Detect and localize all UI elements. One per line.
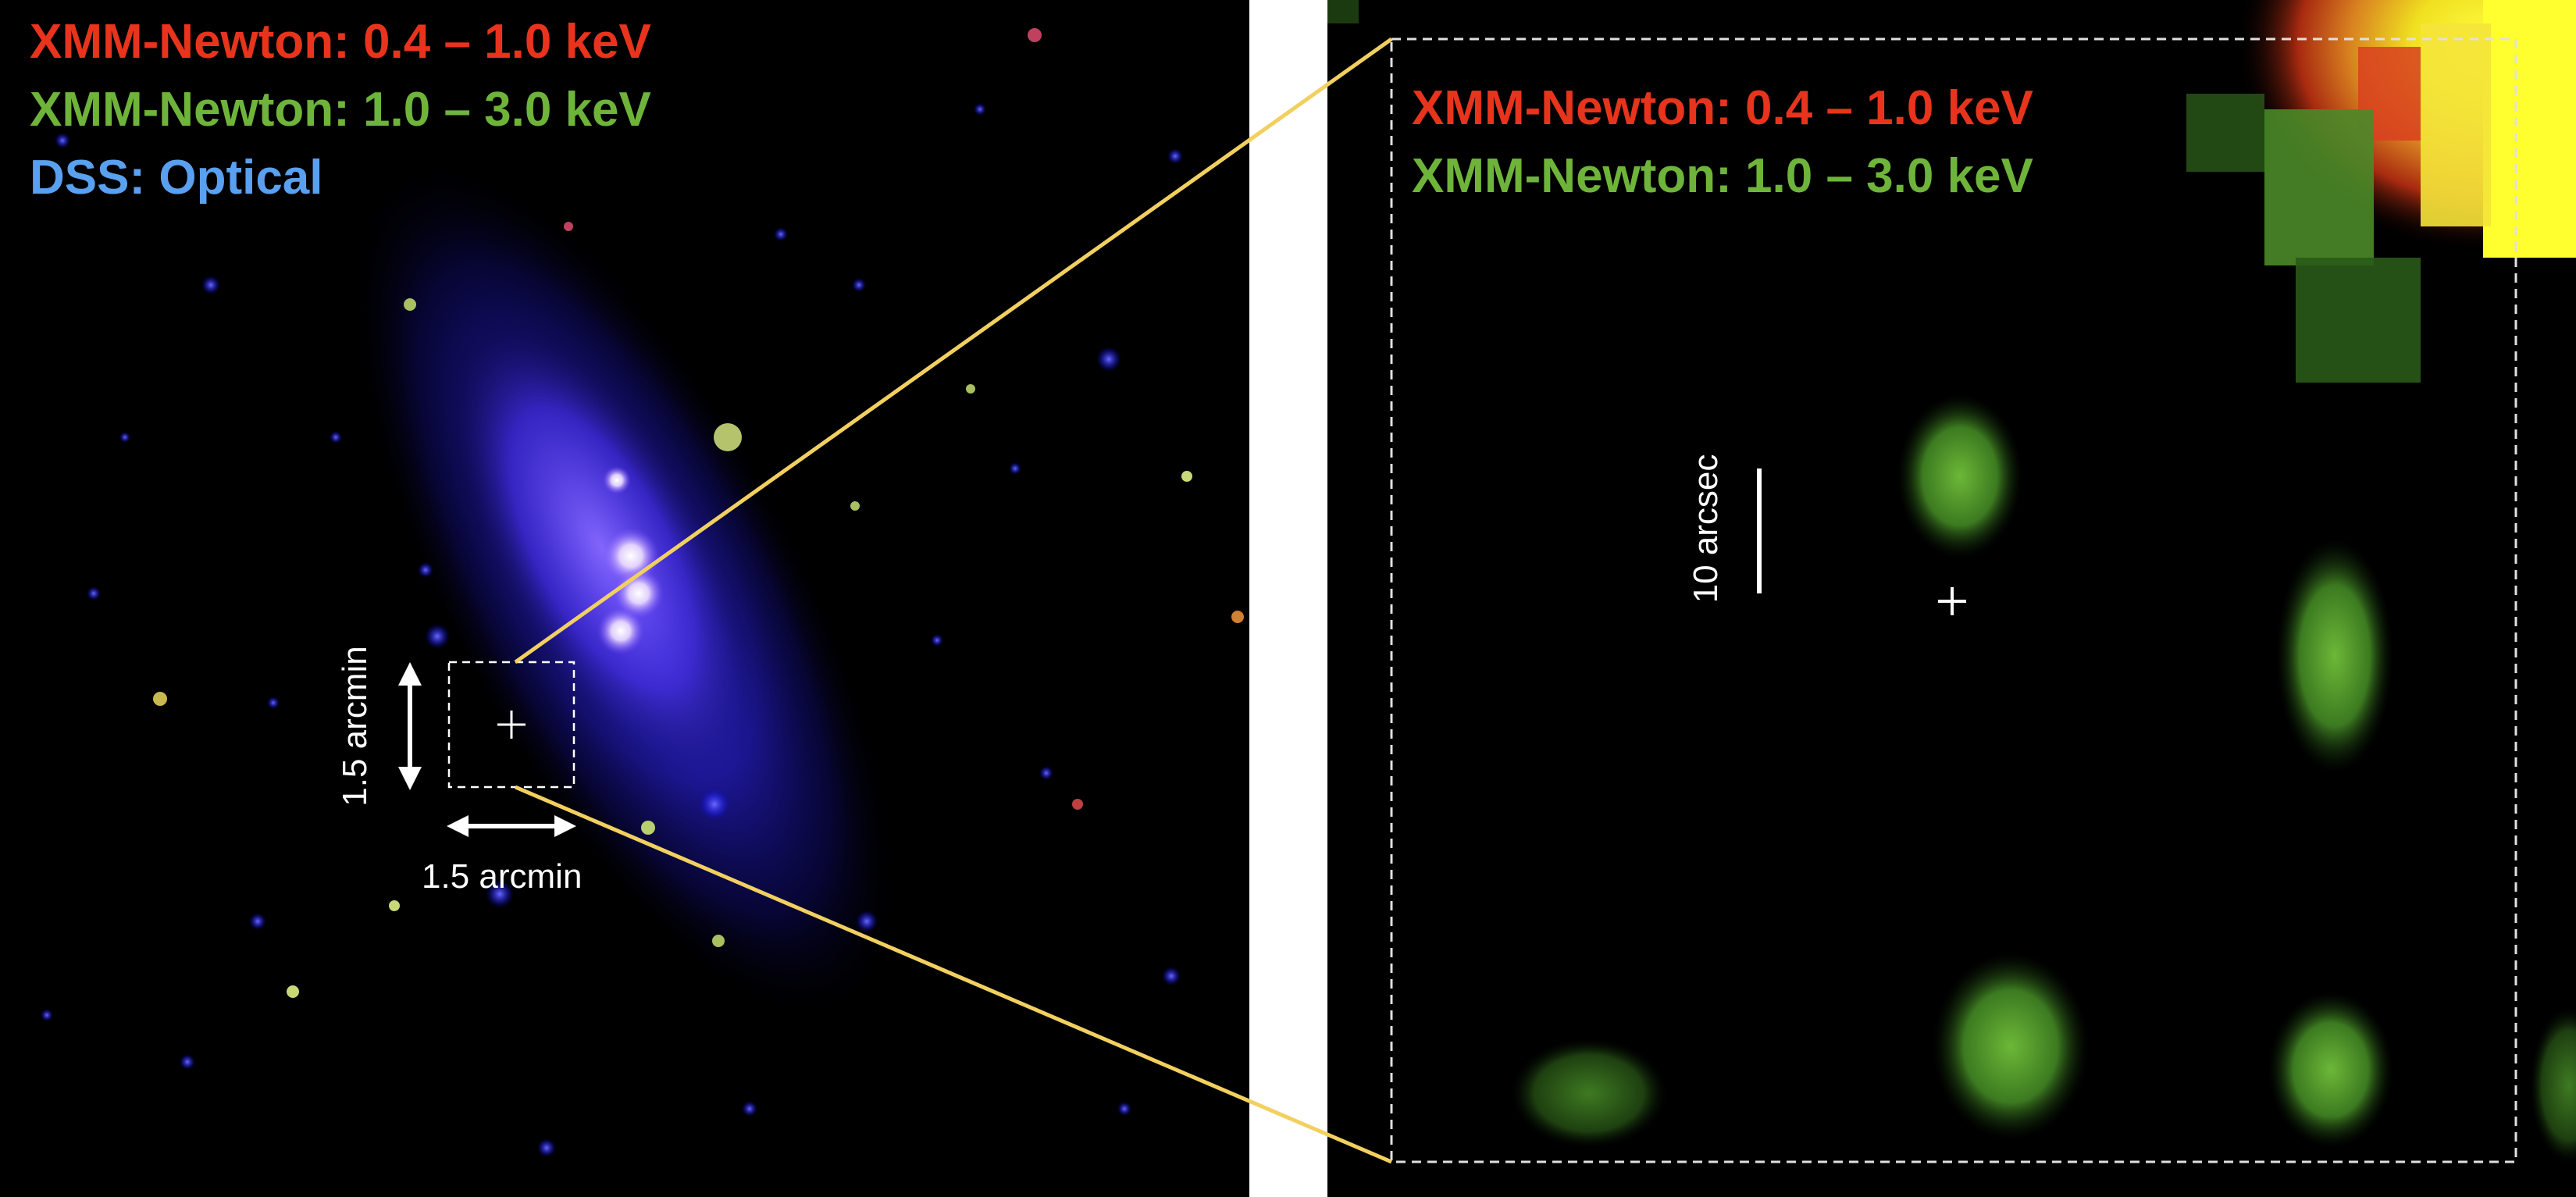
- zoom-image-panel: [1327, 0, 2576, 1197]
- xray-source-blob: [2276, 539, 2393, 773]
- bright-knot: [603, 466, 631, 494]
- bright-knot: [597, 607, 644, 654]
- legend-green-band: XMM-Newton: 1.0 – 3.0 keV: [1412, 149, 2033, 203]
- xray-source-blob: [1327, 0, 1359, 23]
- vertical-scale-label: 1.5 arcmin: [336, 646, 374, 807]
- xray-source-blob: [1511, 1038, 1667, 1148]
- xray-source-blob: [1897, 394, 2022, 558]
- bright-xray-source: [2186, 0, 2576, 383]
- xray-source-blob: [2268, 992, 2393, 1148]
- legend-red-band: XMM-Newton: 0.4 – 1.0 keV: [1412, 81, 2033, 135]
- target-crosshair: [497, 711, 526, 739]
- horizontal-scale-arrow: [447, 815, 576, 837]
- arcsec-scale-label: 10 arcsec: [1687, 454, 1725, 604]
- zoom-region-box: [447, 661, 575, 789]
- zoom-image: [1327, 0, 2576, 1163]
- horizontal-scale-label: 1.5 arcmin: [422, 857, 583, 896]
- left-legend: XMM-Newton: 0.4 – 1.0 keV XMM-Newton: 1.…: [30, 8, 651, 212]
- target-crosshair: [1938, 587, 1966, 615]
- vertical-scale-arrow: [398, 662, 422, 790]
- xray-source-blob: [2530, 1007, 2576, 1163]
- legend-blue-band: DSS: Optical: [30, 151, 323, 205]
- right-legend: XMM-Newton: 0.4 – 1.0 keV XMM-Newton: 1.…: [1412, 74, 2033, 210]
- legend-green-band: XMM-Newton: 1.0 – 3.0 keV: [30, 83, 651, 137]
- zoom-region-border: [1390, 37, 2517, 1163]
- legend-red-band: XMM-Newton: 0.4 – 1.0 keV: [30, 15, 651, 69]
- xray-source-blob: [1933, 953, 2089, 1140]
